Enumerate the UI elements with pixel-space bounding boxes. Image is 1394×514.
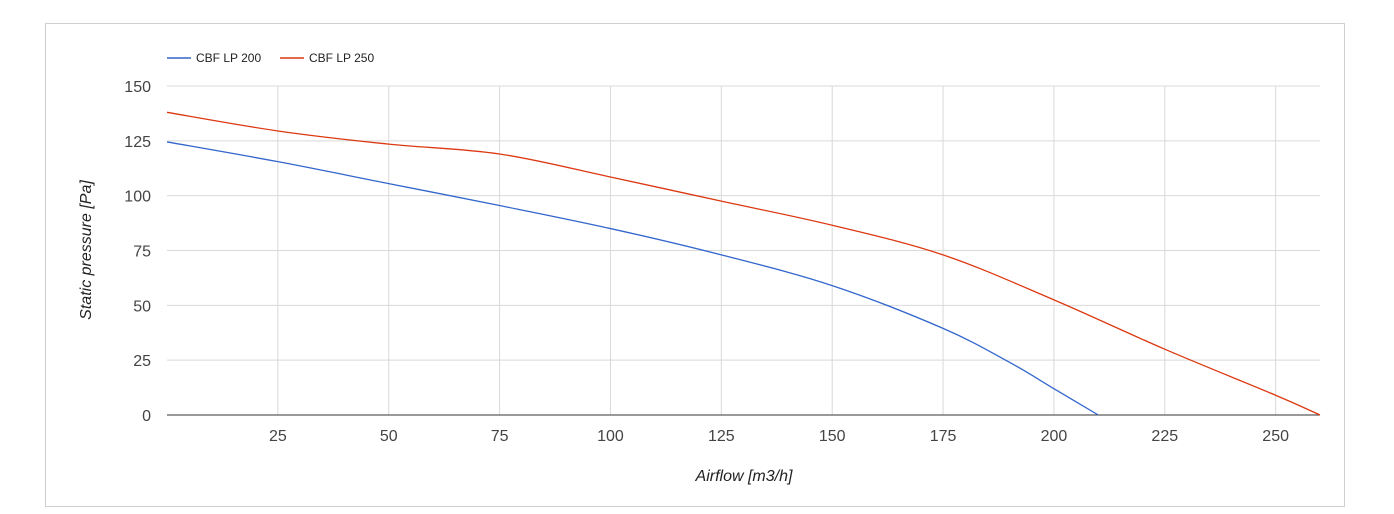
legend-label: CBF LP 250 bbox=[309, 51, 374, 65]
series-layer bbox=[166, 111, 1321, 416]
x-tick-label: 200 bbox=[1041, 428, 1068, 445]
x-tick-label: 150 bbox=[819, 428, 846, 445]
grid-layer bbox=[167, 85, 1320, 416]
x-tick-label: 125 bbox=[708, 428, 735, 445]
x-tick-label: 250 bbox=[1262, 428, 1289, 445]
legend[interactable]: CBF LP 200 CBF LP 250 bbox=[167, 51, 374, 65]
legend-label: CBF LP 200 bbox=[196, 51, 261, 65]
y-tick-label: 0 bbox=[142, 408, 151, 425]
chart-frame: 0 25 50 75 100 125 150 25 50 75 100 125 150 175 200 225… bbox=[45, 23, 1345, 507]
x-tick-label: 50 bbox=[380, 428, 398, 445]
y-tick-label: 100 bbox=[124, 189, 151, 206]
x-axis-title: Airflow [m3/h] bbox=[695, 468, 793, 485]
line-chart: 0 25 50 75 100 125 150 25 50 75 100 125 150 175 200 225… bbox=[78, 51, 1321, 485]
ticks-layer: 0 25 50 75 100 125 150 25 50 75 100 125 150 175 200 225… bbox=[124, 79, 1289, 445]
y-tick-label: 75 bbox=[133, 244, 151, 261]
y-tick-label: 125 bbox=[124, 134, 151, 151]
legend-item-1[interactable]: CBF LP 200 bbox=[167, 51, 261, 65]
series-line-1[interactable] bbox=[166, 141, 1099, 416]
x-tick-label: 75 bbox=[491, 428, 509, 445]
x-tick-label: 25 bbox=[269, 428, 287, 445]
series-line-2[interactable] bbox=[166, 111, 1321, 416]
y-tick-label: 25 bbox=[133, 353, 151, 370]
x-tick-label: 175 bbox=[930, 428, 957, 445]
y-tick-label: 150 bbox=[124, 79, 151, 96]
x-tick-label: 225 bbox=[1151, 428, 1178, 445]
y-axis-title: Static pressure [Pa] bbox=[78, 180, 95, 320]
legend-item-2[interactable]: CBF LP 250 bbox=[280, 51, 374, 65]
y-tick-label: 50 bbox=[133, 298, 151, 315]
x-tick-label: 100 bbox=[597, 428, 624, 445]
